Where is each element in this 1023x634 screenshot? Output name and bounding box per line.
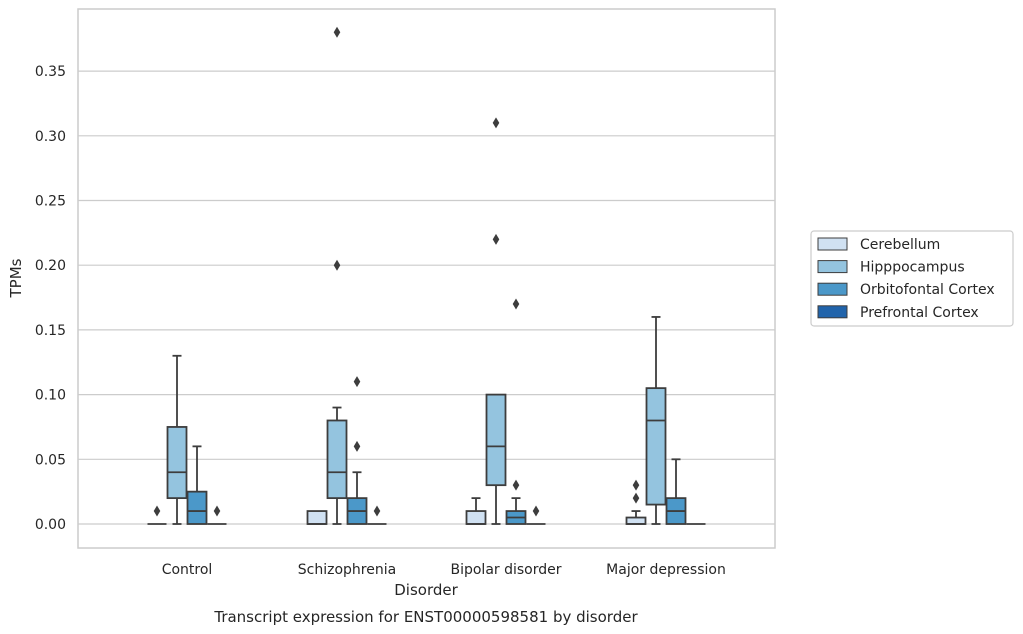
flier-point	[333, 259, 341, 271]
box-rect	[625, 516, 647, 525]
x-axis-label: Disorder	[394, 581, 458, 599]
box-0-3	[207, 505, 227, 525]
legend-swatch	[817, 282, 848, 296]
flier-point	[373, 505, 381, 517]
flier-point	[632, 479, 640, 491]
chart-caption: Transcript expression for ENST0000059858…	[213, 608, 638, 626]
plot-border	[77, 8, 776, 549]
box-2-3	[526, 505, 546, 525]
box-0-2	[186, 445, 208, 525]
legend-label: Prefrontal Cortex	[860, 305, 979, 321]
box-rect	[645, 387, 667, 506]
y-tick-label: 0.05	[35, 452, 66, 468]
y-tick-label: 0.30	[35, 129, 66, 145]
box-1-3	[367, 505, 387, 525]
y-tick-labels: 0.00 0.05 0.10 0.15 0.20 0.25 0.30 0.35	[35, 64, 66, 533]
legend-swatch	[817, 260, 848, 274]
box-groups	[147, 26, 706, 525]
y-tick-label: 0.10	[35, 388, 66, 404]
grid-lines	[78, 70, 775, 525]
y-tick-label: 0.15	[35, 323, 66, 339]
box-2-2	[505, 298, 527, 525]
box-2-1	[485, 117, 507, 525]
box-rect	[186, 490, 208, 525]
box-rect	[166, 426, 188, 500]
legend-box	[810, 230, 1014, 327]
legend: Cerebellum Hipppocampus Orbitofontal Corte…	[810, 230, 1014, 327]
box-2-0	[465, 497, 487, 525]
box-3-1	[645, 316, 667, 525]
box-1-2	[346, 376, 368, 525]
flier-point	[353, 376, 361, 388]
legend-label: Cerebellum	[860, 237, 940, 253]
flier-point	[333, 26, 341, 38]
flier-point	[512, 298, 520, 310]
flier-point	[532, 505, 540, 517]
box-3-0	[625, 479, 647, 525]
flier-point	[153, 505, 161, 517]
plot-frame	[77, 8, 776, 549]
box-0-0	[147, 505, 167, 525]
x-tick-label: Schizophrenia	[298, 562, 396, 578]
flier-point	[512, 479, 520, 491]
x-tick-label: Major depression	[606, 562, 726, 578]
y-axis-label: TPMs	[7, 258, 25, 298]
box-0-1	[166, 354, 188, 525]
box-rect	[465, 510, 487, 525]
flier-point	[353, 440, 361, 452]
box-1-1	[326, 26, 348, 525]
flier-point	[213, 505, 221, 517]
legend-label: Orbitofontal Cortex	[860, 282, 995, 298]
box-1-0	[306, 510, 328, 525]
flier-point	[632, 492, 640, 504]
legend-label: Hipppocampus	[860, 260, 965, 276]
box-3-2	[665, 458, 687, 525]
box-rect	[326, 419, 348, 500]
box-rect	[485, 393, 507, 487]
x-tick-labels: Control Schizophrenia Bipolar disorder Majo…	[162, 562, 726, 578]
y-tick-label: 0.20	[35, 258, 66, 274]
flier-point	[492, 117, 500, 129]
legend-swatch	[817, 237, 848, 251]
flier-point	[492, 233, 500, 245]
y-tick-label: 0.35	[35, 64, 66, 80]
y-tick-label: 0.25	[35, 194, 66, 210]
x-tick-label: Bipolar disorder	[450, 562, 561, 578]
box-rect	[306, 510, 328, 525]
y-tick-label: 0.00	[35, 517, 66, 533]
x-tick-label: Control	[162, 562, 213, 578]
legend-swatch	[817, 305, 848, 319]
